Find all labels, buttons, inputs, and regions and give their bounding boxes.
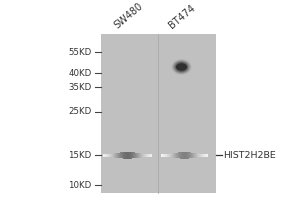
Ellipse shape <box>176 63 187 70</box>
Ellipse shape <box>171 59 192 75</box>
Ellipse shape <box>173 61 190 73</box>
Ellipse shape <box>179 65 184 69</box>
Ellipse shape <box>172 59 191 74</box>
Ellipse shape <box>181 66 182 68</box>
Text: 25KD: 25KD <box>68 107 92 116</box>
Ellipse shape <box>178 64 185 70</box>
Ellipse shape <box>177 63 186 71</box>
Ellipse shape <box>175 62 188 72</box>
FancyBboxPatch shape <box>100 34 216 193</box>
Text: 40KD: 40KD <box>68 69 92 78</box>
Text: 55KD: 55KD <box>68 48 92 57</box>
Ellipse shape <box>176 63 187 71</box>
Text: 35KD: 35KD <box>68 83 92 92</box>
Text: 15KD: 15KD <box>68 151 92 160</box>
Ellipse shape <box>180 66 183 68</box>
Text: BT474: BT474 <box>167 3 197 30</box>
Text: HIST2H2BE: HIST2H2BE <box>224 151 276 160</box>
Ellipse shape <box>174 61 189 73</box>
Text: SW480: SW480 <box>112 1 145 30</box>
Ellipse shape <box>173 60 190 74</box>
Text: 10KD: 10KD <box>68 181 92 190</box>
Ellipse shape <box>178 64 185 69</box>
